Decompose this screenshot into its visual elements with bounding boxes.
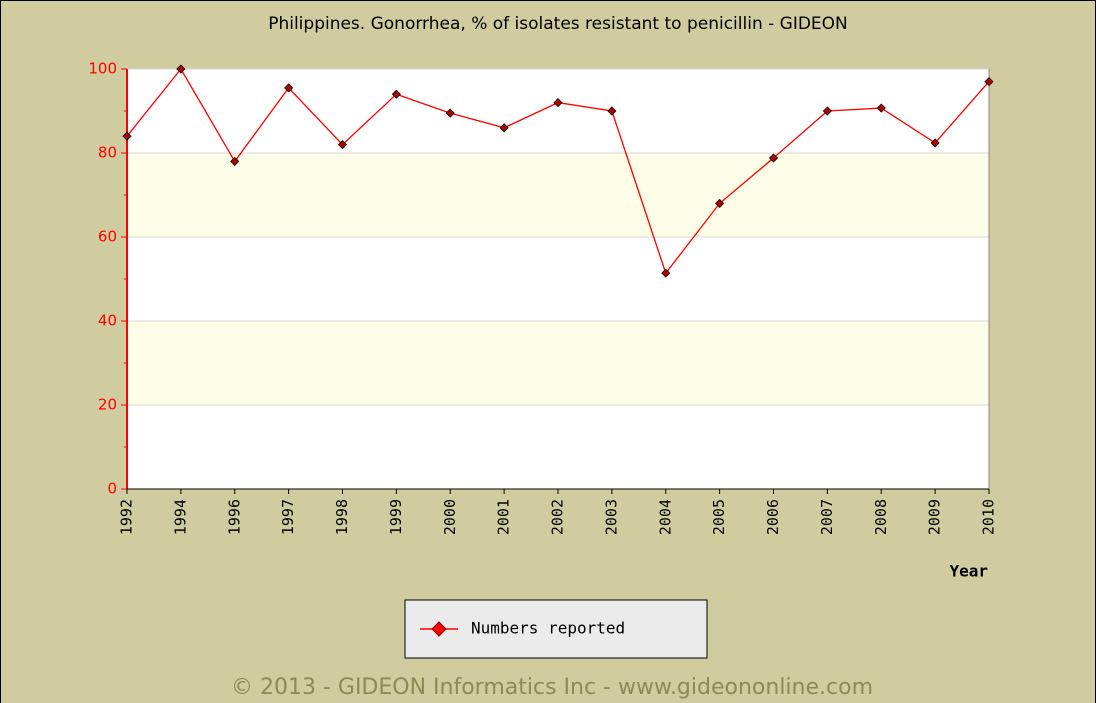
data-point — [499, 123, 509, 133]
data-point — [122, 131, 132, 141]
data-point — [391, 89, 401, 99]
x-tick-label: 2009 — [926, 499, 944, 535]
x-tick-label: 2007 — [818, 499, 836, 535]
data-point — [661, 268, 671, 278]
legend-marker — [431, 621, 447, 637]
x-tick-label: 2010 — [980, 499, 998, 535]
data-point — [930, 138, 940, 148]
x-axis-label: Year — [949, 562, 988, 581]
copyright: © 2013 - GIDEON Informatics Inc - www.gi… — [231, 675, 873, 700]
x-tick-label: 1997 — [279, 499, 297, 535]
grid-band — [127, 321, 989, 405]
x-tick-label: 2002 — [549, 499, 567, 535]
data-point — [822, 106, 832, 116]
x-tick-label: 2005 — [710, 499, 728, 535]
data-point — [715, 198, 725, 208]
x-tick-label: 2004 — [656, 499, 674, 535]
x-tick-label: 2008 — [872, 499, 890, 535]
grid-band — [127, 153, 989, 237]
x-tick-label: 2001 — [495, 499, 513, 535]
x-tick-label: 2000 — [441, 499, 459, 535]
x-tick-label: 2006 — [764, 499, 782, 535]
data-point — [176, 64, 186, 74]
chart-title: Philippines. Gonorrhea, % of isolates re… — [268, 14, 848, 34]
y-tick-label: 60 — [98, 228, 117, 246]
data-point — [230, 156, 240, 166]
legend-label: Numbers reported — [471, 619, 625, 638]
data-point — [607, 106, 617, 116]
data-point — [768, 153, 779, 163]
x-tick-label: 1998 — [333, 499, 351, 535]
x-tick-label: 1996 — [225, 499, 243, 535]
y-tick-label: 0 — [107, 480, 117, 498]
data-point — [876, 103, 886, 113]
x-tick-label: 1999 — [387, 499, 405, 535]
x-tick-label: 2003 — [602, 499, 620, 535]
y-tick-label: 40 — [98, 312, 117, 330]
data-point — [284, 83, 294, 93]
y-tick-label: 20 — [98, 396, 117, 414]
data-point — [553, 98, 563, 108]
y-tick-label: 100 — [88, 60, 117, 78]
data-point — [445, 108, 455, 118]
x-tick-label: 1992 — [118, 499, 136, 535]
x-tick-label: 1994 — [171, 499, 189, 535]
y-tick-label: 80 — [98, 144, 117, 162]
plot-area — [127, 69, 989, 489]
data-point — [337, 140, 348, 150]
data-point — [984, 77, 994, 87]
